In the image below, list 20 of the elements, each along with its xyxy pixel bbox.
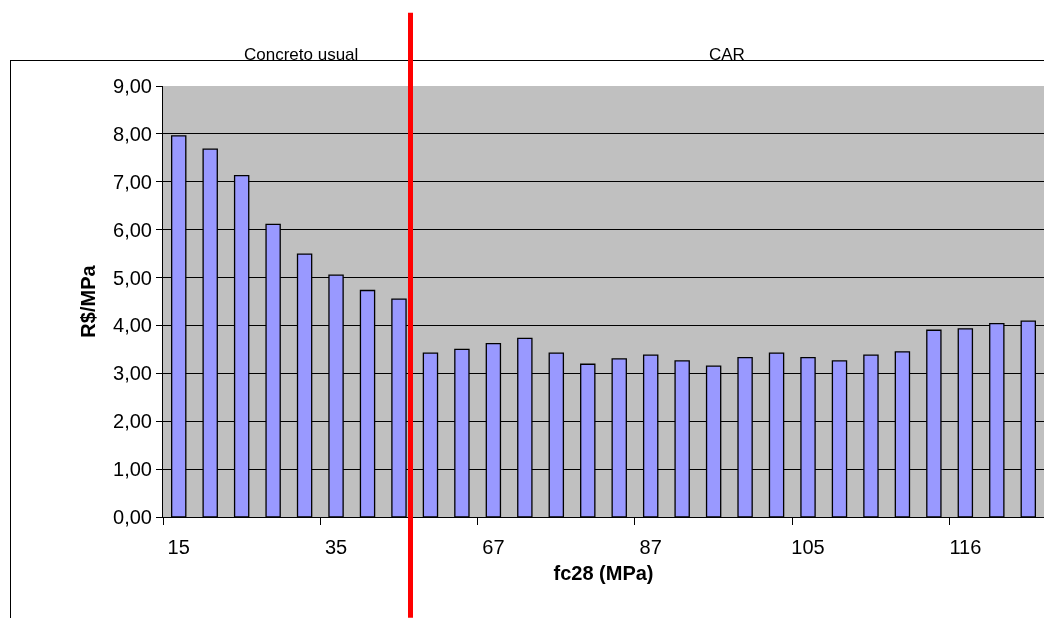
x-tick-label: 15 [167,536,190,558]
y-tick-label: 9,00 [113,75,152,97]
y-tick-label: 7,00 [113,170,152,193]
y-tick-label: 1,00 [113,458,152,481]
y-tick-label: 0,00 [113,506,152,528]
y-tick-label: 8,00 [113,122,152,145]
y-tick-label: 2,00 [113,410,152,433]
x-tick-label: 116 [949,536,982,558]
text: CAR [709,45,745,64]
x-tick-label: 105 [791,536,825,558]
y-axis-title: R$/MPa [76,264,99,338]
x-tick-label: 87 [639,536,662,558]
y-tick-label: 6,00 [113,218,152,241]
x-tick-label: 67 [482,536,505,558]
y-tick-label: 4,00 [113,314,152,337]
y-tick-label: 3,00 [113,362,152,385]
x-axis-title: fc28 (MPa) [553,561,654,584]
y-tick-label: 5,00 [113,266,152,289]
x-tick-label: 35 [324,536,348,558]
text: Concreto usual [244,45,359,64]
